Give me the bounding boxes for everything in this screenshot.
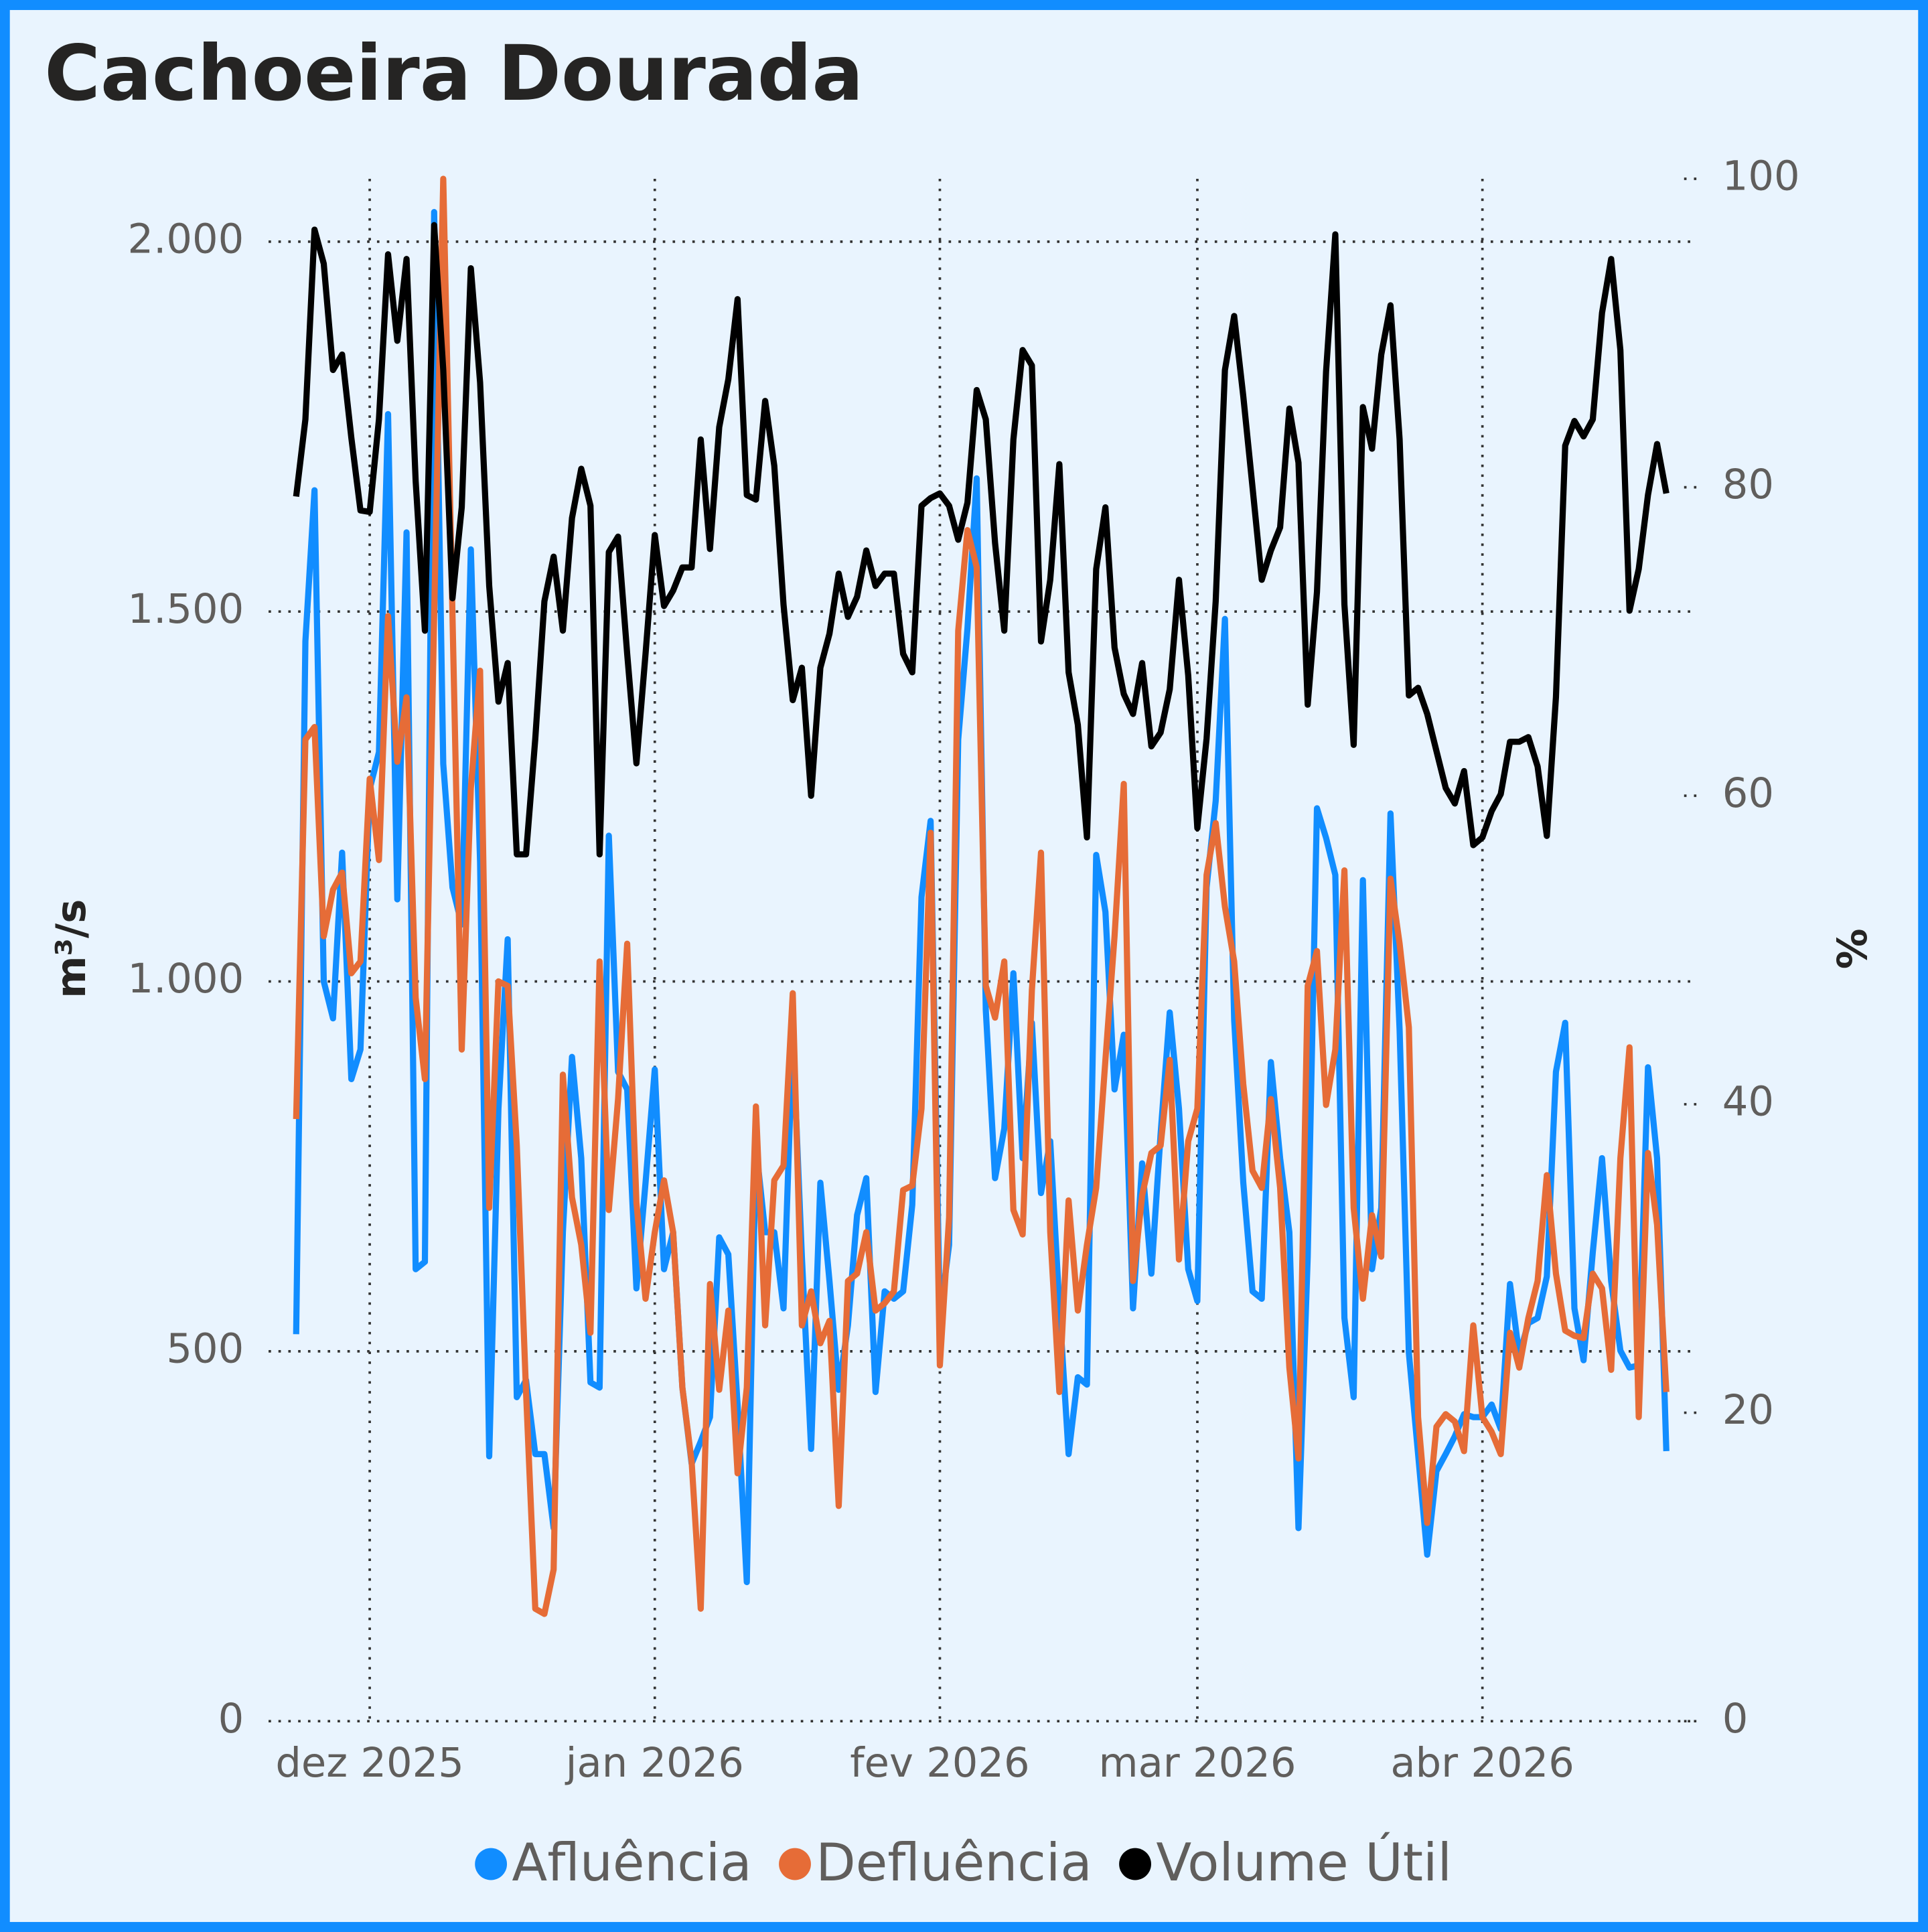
legend: Afluência Defluência Volume Útil (475, 1832, 1452, 1893)
y2-tick-label: 40 (1722, 1078, 1774, 1125)
chart-title: Cachoeira Dourada (44, 29, 863, 118)
y-tick-label: 0 (218, 1696, 244, 1742)
y2-tick-label: 0 (1722, 1696, 1749, 1742)
y-tick-label: 2.000 (127, 216, 244, 263)
legend-marker (475, 1848, 508, 1880)
legend-label: Volume Útil (1156, 1832, 1452, 1893)
series-line (293, 175, 1670, 1617)
y2-tick-label: 80 (1722, 461, 1774, 508)
x-tick-label: abr 2026 (1390, 1740, 1574, 1787)
x-tick-label: mar 2026 (1098, 1740, 1296, 1787)
y2-tick-label: 60 (1722, 770, 1774, 817)
x-tick-label: dez 2025 (275, 1740, 463, 1787)
x-tick-label: fev 2026 (850, 1740, 1029, 1787)
background (9, 9, 1919, 1923)
y-tick-label: 1.000 (127, 956, 244, 1002)
y-tick-label: 1.500 (127, 586, 244, 633)
y2-tick-label: 20 (1722, 1387, 1774, 1434)
x-tick-label: jan 2026 (565, 1740, 744, 1787)
legend-marker (779, 1848, 811, 1880)
y2-axis-label: % (1827, 928, 1874, 969)
legend-label: Defluência (816, 1833, 1092, 1893)
y-axis-label: m³/s (48, 899, 95, 998)
y-tick-label: 500 (166, 1325, 244, 1372)
y2-tick-label: 100 (1722, 153, 1800, 200)
legend-marker (1119, 1848, 1151, 1880)
series-line (293, 222, 1670, 858)
legend-label: Afluência (512, 1833, 751, 1893)
